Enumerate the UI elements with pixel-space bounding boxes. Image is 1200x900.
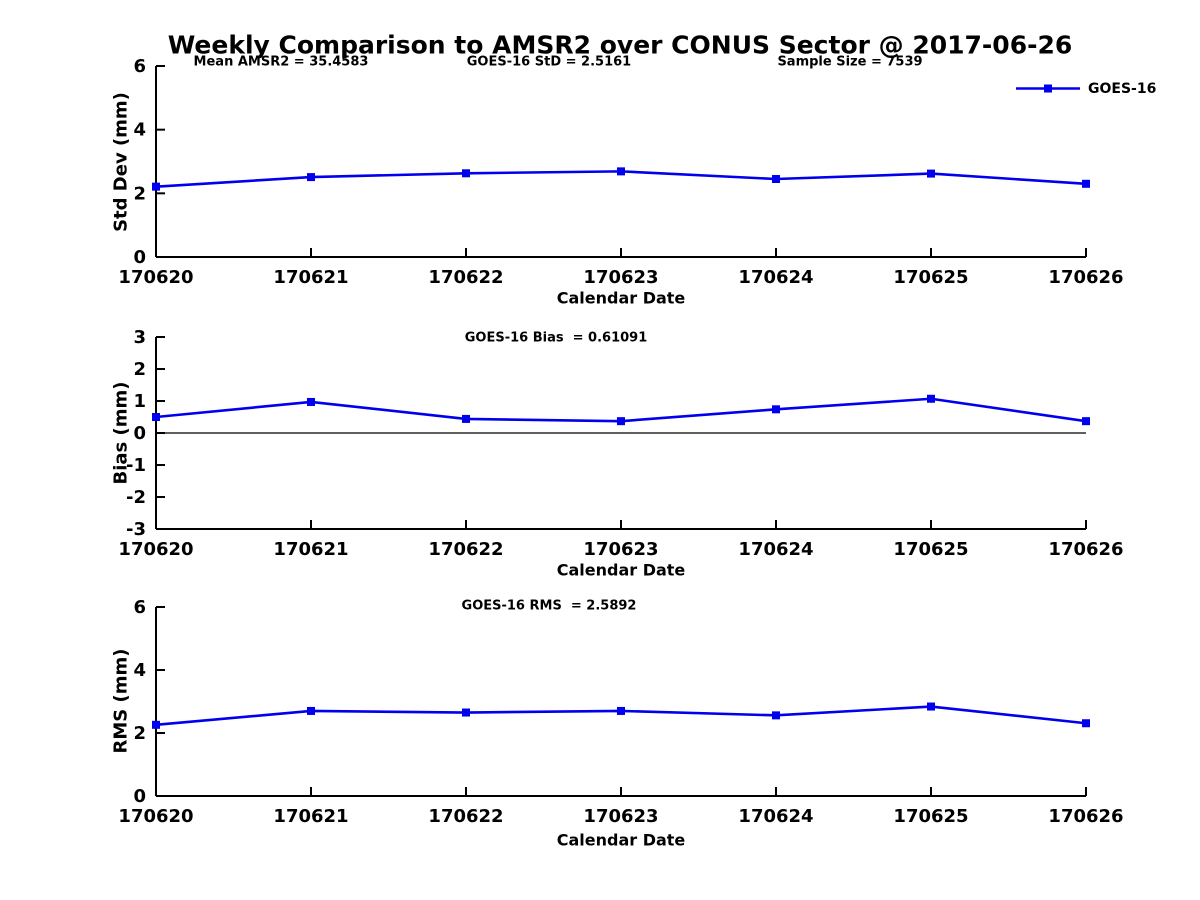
x-axis-label-chart2: Calendar Date xyxy=(556,560,686,580)
x-tick-label: 170622 xyxy=(428,539,503,560)
y-tick-label: -1 xyxy=(126,455,146,476)
x-tick-label: 170620 xyxy=(118,267,193,288)
data-point-marker xyxy=(307,706,315,715)
x-tick-label: 170626 xyxy=(1048,267,1123,288)
x-axis-label-chart3: Calendar Date xyxy=(556,830,686,850)
data-point-marker xyxy=(462,708,470,717)
chart-bias: -3 -2 -1 0 1 2 3 170620 170621 170622 170623 170624… xyxy=(118,327,1123,560)
x-tick-label: 170621 xyxy=(273,539,348,560)
y-tick-label: 6 xyxy=(133,597,146,618)
x-axis-label-chart1: Calendar Date xyxy=(556,288,686,308)
data-point-marker xyxy=(772,711,780,720)
y-tick-label: 2 xyxy=(133,183,146,204)
y-tick-label: 6 xyxy=(133,56,146,77)
data-point-marker xyxy=(307,173,315,182)
data-point-marker xyxy=(617,167,625,176)
data-point-marker xyxy=(772,175,780,184)
y-tick-label: 4 xyxy=(133,120,146,141)
legend: GOES-16 xyxy=(1016,80,1156,97)
x-tick-label: 170621 xyxy=(273,806,348,827)
x-tick-label: 170621 xyxy=(273,267,348,288)
x-tick-label: 170622 xyxy=(428,267,503,288)
legend-label: GOES-16 xyxy=(1088,80,1157,97)
x-tick-label: 170620 xyxy=(118,539,193,560)
annotation-goes16-std: GOES-16 StD = 2.5161 xyxy=(466,54,632,70)
legend-key-icon xyxy=(1016,84,1080,93)
x-tick-label: 170623 xyxy=(583,267,658,288)
annotation-goes16-rms: GOES-16 RMS = 2.5892 xyxy=(461,598,637,614)
y-tick-label: 0 xyxy=(133,786,146,807)
data-point-marker xyxy=(462,169,470,178)
data-point-marker xyxy=(772,405,780,414)
x-tick-label: 170620 xyxy=(118,806,193,827)
data-point-marker xyxy=(152,720,160,729)
y-tick-label: -3 xyxy=(126,519,146,540)
figure-title: Weekly Comparison to AMSR2 over CONUS Se… xyxy=(167,30,1073,60)
data-point-marker xyxy=(1082,719,1090,728)
x-tick-label: 170623 xyxy=(583,539,658,560)
data-point-marker xyxy=(152,413,160,421)
x-tick-label: 170625 xyxy=(893,806,968,827)
y-tick-label: 3 xyxy=(133,327,146,348)
data-point-marker xyxy=(617,417,625,426)
x-tick-label: 170624 xyxy=(738,267,813,288)
annotation-goes16-bias: GOES-16 Bias = 0.61091 xyxy=(464,330,648,346)
data-point-marker xyxy=(617,706,625,715)
x-tick-label: 170626 xyxy=(1048,806,1123,827)
x-tick-label: 170625 xyxy=(893,267,968,288)
y-tick-label: 0 xyxy=(133,247,146,268)
x-tick-label: 170624 xyxy=(738,806,813,827)
data-point-marker xyxy=(927,394,935,403)
legend-marker-icon xyxy=(1044,84,1052,93)
data-point-marker xyxy=(1082,417,1090,426)
data-point-marker xyxy=(462,414,470,423)
x-tick-label: 170626 xyxy=(1048,539,1123,560)
x-tick-label: 170624 xyxy=(738,539,813,560)
y-tick-label: 2 xyxy=(133,359,146,380)
x-tick-label: 170623 xyxy=(583,806,658,827)
chart-std-dev: 0 2 4 6 170620 170621 170622 170623 170624 170625… xyxy=(118,56,1123,288)
data-point-marker xyxy=(927,702,935,711)
annotation-sample-size: Sample Size = 7539 xyxy=(777,54,923,70)
data-point-marker xyxy=(307,397,315,406)
data-point-marker xyxy=(1082,179,1090,188)
x-tick-label: 170625 xyxy=(893,539,968,560)
y-tick-label: -2 xyxy=(126,487,146,508)
chart-rms: 0 2 4 6 170620 170621 170622 170623 170624 170625… xyxy=(118,597,1123,827)
data-point-marker xyxy=(927,169,935,178)
annotation-mean-amsr2: Mean AMSR2 = 35.4583 xyxy=(193,54,369,70)
y-tick-label: 0 xyxy=(133,423,146,444)
y-tick-label: 1 xyxy=(133,391,146,412)
data-point-marker xyxy=(152,182,160,191)
y-tick-label: 2 xyxy=(133,723,146,744)
y-tick-label: 4 xyxy=(133,660,146,681)
x-tick-label: 170622 xyxy=(428,806,503,827)
